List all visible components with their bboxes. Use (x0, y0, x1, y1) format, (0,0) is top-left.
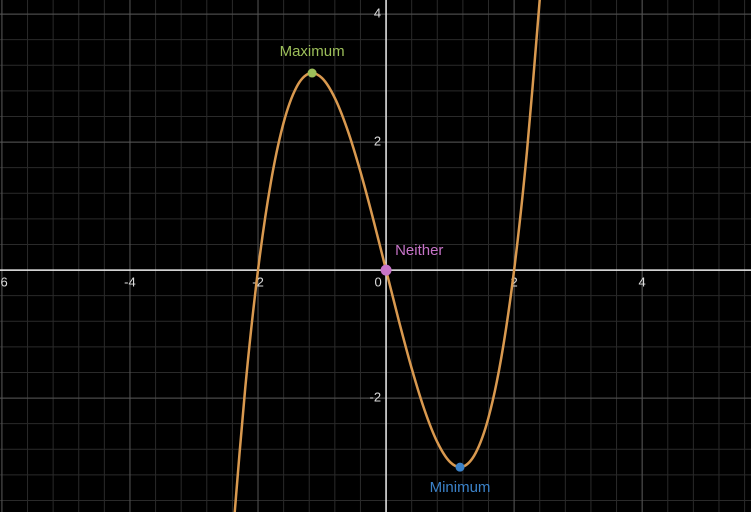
x-tick-label: 0 (374, 275, 381, 290)
point (455, 462, 465, 472)
x-tick-label: -2 (252, 275, 264, 290)
x-tick-label: -6 (0, 275, 8, 290)
x-tick-label: 4 (639, 275, 646, 290)
y-tick-label: 2 (374, 134, 381, 149)
x-tick-label: 2 (510, 275, 517, 290)
point (380, 264, 392, 276)
point (307, 68, 317, 78)
point-label: Maximum (280, 43, 345, 60)
y-tick-label: -2 (370, 390, 382, 405)
x-tick-label: -4 (124, 275, 136, 290)
point-label: Neither (395, 242, 443, 259)
point-label: Minimum (430, 479, 491, 496)
y-tick-label: 4 (374, 6, 381, 21)
